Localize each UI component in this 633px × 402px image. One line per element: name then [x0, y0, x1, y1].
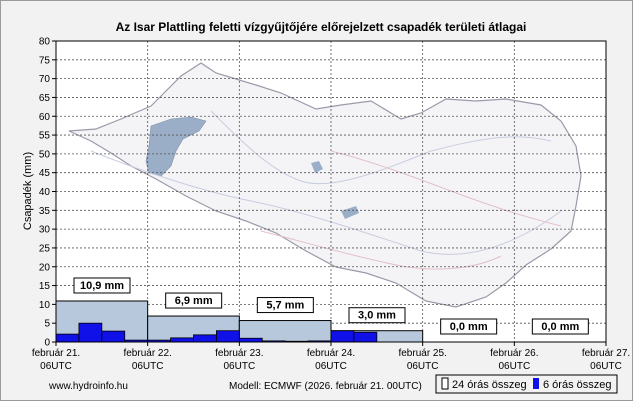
x-tick-time: 06UTC [223, 361, 255, 372]
y-tick-label: 70 [39, 74, 51, 85]
bar-label-24h: 3,0 mm [358, 310, 396, 322]
y-tick-label: 45 [39, 168, 51, 179]
y-axis-label: Csapadék (mm) [22, 152, 34, 230]
y-tick-label: 25 [39, 243, 51, 254]
y-axis: 0 5 10 15 20 25 30 35 40 45 50 55 60 65 70 75 80 [39, 37, 56, 349]
y-tick-label: 60 [39, 112, 51, 123]
y-tick-label: 20 [39, 262, 51, 273]
bar-label-24h: 6,9 mm [175, 295, 213, 307]
bar-label-24h: 10,9 mm [80, 280, 124, 292]
road-line [330, 150, 562, 227]
x-tick-time: 06UTC [315, 361, 347, 372]
y-tick-label: 65 [39, 93, 51, 104]
bar-label-24h: 0,0 mm [450, 321, 488, 333]
x-tick-time: 06UTC [498, 361, 530, 372]
small-lake [311, 161, 323, 173]
y-tick-label: 50 [39, 149, 51, 160]
y-tick-label: 35 [39, 206, 51, 217]
bar-label-box [165, 292, 223, 309]
x-tick-date: február 25. [398, 348, 446, 359]
x-tick-time: 06UTC [590, 361, 622, 372]
bar-label-24h: 0,0 mm [541, 321, 579, 333]
bar-label-box [73, 277, 131, 294]
river-line [210, 110, 552, 185]
y-tick-label: 5 [44, 319, 50, 330]
x-tick-date: február 26. [490, 348, 538, 359]
x-tick-date: február 21. [32, 348, 80, 359]
legend-swatch-24h [441, 377, 449, 390]
bar-label-box [256, 297, 314, 314]
y-tick-label: 15 [39, 281, 51, 292]
y-tick-label: 0 [44, 338, 50, 349]
bar-6h [330, 330, 355, 343]
basin-map-background [68, 62, 582, 308]
bar-label-box [348, 307, 406, 324]
bar-labels: 10,9 mm 6,9 mm 5,7 mm 3,0 mm 0,0 mm 0,0 mm [73, 277, 589, 335]
legend-label-6h: 6 órás összeg [543, 379, 611, 391]
x-tick-time: 06UTC [40, 361, 72, 372]
model-text: Modell: ECMWF (2026. február 21. 00UTC) [229, 381, 422, 392]
x-tick-date: február 22. [123, 348, 171, 359]
bar-6h [78, 322, 103, 343]
x-tick-time: 06UTC [407, 361, 439, 372]
legend-swatch-6h [533, 378, 539, 389]
x-tick-date: február 23. [215, 348, 263, 359]
chart-title: Az Isar Plattling feletti vízgyűjtőjére … [116, 20, 527, 34]
lake-shape [145, 116, 207, 177]
y-tick-label: 55 [39, 131, 51, 142]
y-tick-label: 30 [39, 225, 51, 236]
bar-6h [238, 337, 263, 343]
bar-6h [55, 333, 80, 343]
bar-6h [193, 334, 217, 343]
bar-label-24h: 5,7 mm [266, 300, 304, 312]
source-text: www.hydroinfo.hu [48, 381, 128, 392]
bar-label-box [531, 318, 589, 335]
y-tick-label: 40 [39, 187, 51, 198]
road-line [260, 230, 502, 270]
legend-box [435, 374, 618, 394]
y-tick-label: 80 [39, 37, 51, 48]
bar-label-box [440, 318, 498, 335]
y-tick-label: 10 [39, 300, 51, 311]
x-tick-date: február 27. [582, 348, 630, 359]
bar-6h [170, 337, 194, 343]
bar-6h [101, 330, 126, 343]
legend-label-24h: 24 órás összeg [452, 379, 527, 391]
small-lake [341, 206, 359, 219]
bar-6h [353, 331, 378, 343]
river-line [90, 150, 562, 255]
bar-6h [216, 330, 240, 343]
x-tick-time: 06UTC [132, 361, 164, 372]
legend: 24 órás összeg 6 órás összeg [435, 374, 618, 394]
y-tick-label: 75 [39, 55, 51, 66]
x-tick-date: február 24. [307, 348, 355, 359]
x-axis: február 21. 06UTC február 22. 06UTC február … [32, 342, 630, 372]
